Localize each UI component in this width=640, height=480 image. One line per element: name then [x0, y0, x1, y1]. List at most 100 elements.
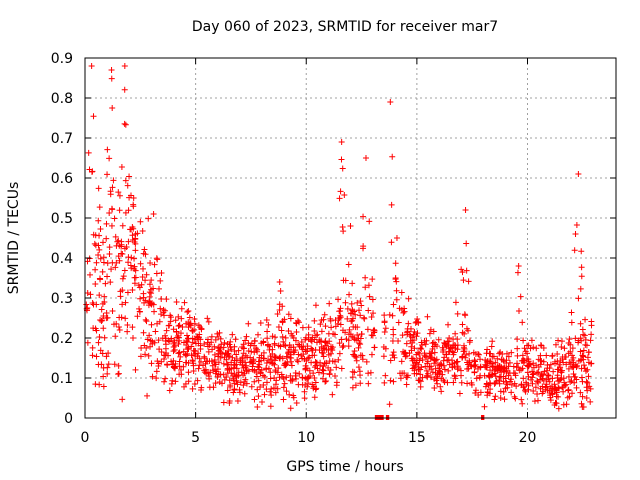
data-point: [475, 391, 482, 398]
data-point: [568, 309, 575, 316]
data-point: [368, 351, 375, 358]
data-point: [119, 301, 126, 308]
data-point: [422, 353, 429, 360]
data-point: [89, 352, 96, 359]
data-point: [156, 346, 163, 353]
data-point: [308, 359, 315, 366]
data-point: [327, 350, 334, 357]
axes: 0 0.1 0.2 0.3 0.4 0.5 0.6 0.7 0.8 0.9 0 5 10 15 20: [51, 51, 616, 446]
data-point: [357, 312, 364, 319]
data-point: [365, 307, 372, 314]
data-point: [100, 313, 107, 320]
data-point: [311, 327, 318, 334]
data-point: [454, 366, 461, 373]
data-point: [151, 308, 158, 315]
data-point: [336, 350, 343, 357]
data-point: [166, 387, 173, 394]
data-point: [226, 398, 233, 405]
data-point: [290, 334, 297, 341]
data-point: [153, 375, 160, 382]
data-point: [155, 337, 162, 344]
data-point: [131, 274, 138, 281]
data-point: [573, 384, 580, 391]
data-point: [397, 375, 404, 382]
data-point: [381, 328, 388, 335]
data-point: [390, 301, 397, 308]
data-point: [352, 382, 359, 389]
data-point: [417, 345, 424, 352]
data-point: [380, 353, 387, 360]
data-point: [161, 352, 168, 359]
data-point: [212, 380, 219, 387]
data-point: [271, 340, 278, 347]
data-point: [489, 363, 496, 370]
data-point: [276, 374, 283, 381]
data-point: [194, 377, 201, 384]
data-point: [369, 332, 376, 339]
data-point: [294, 317, 301, 324]
data-point: [423, 337, 430, 344]
data-point: [409, 334, 416, 341]
data-point: [467, 337, 474, 344]
data-point: [251, 337, 258, 344]
data-point: [212, 336, 219, 343]
data-point: [515, 263, 522, 269]
data-point: [137, 295, 144, 302]
data-point: [523, 379, 530, 386]
data-point: [352, 311, 359, 318]
data-point: [567, 378, 574, 385]
data-point: [124, 289, 131, 296]
data-point: [398, 358, 405, 365]
data-point: [158, 295, 165, 302]
data-point: [282, 342, 289, 349]
data-point: [458, 266, 465, 273]
data-point: [115, 371, 122, 378]
data-point: [580, 347, 587, 354]
data-point: [492, 393, 499, 400]
data-point: [175, 313, 182, 320]
data-point: [89, 344, 96, 351]
data-point: [342, 329, 349, 336]
data-point: [231, 387, 238, 394]
data-point: [124, 322, 131, 329]
data-point: [473, 375, 480, 382]
data-point: [157, 277, 164, 284]
data-point: [234, 398, 241, 405]
data-point: [342, 277, 349, 284]
data-point: [211, 351, 218, 358]
data-point: [270, 385, 277, 392]
data-point: [575, 339, 582, 346]
data-point: [462, 354, 469, 361]
data-point: [339, 344, 346, 351]
data-point: [431, 349, 438, 356]
data-point: [553, 389, 560, 396]
data-point: [226, 353, 233, 360]
data-point: [118, 238, 125, 245]
data-point: [484, 346, 491, 353]
data-point: [261, 391, 268, 398]
data-point: [161, 378, 168, 385]
data-point: [354, 324, 361, 331]
data-point: [366, 218, 373, 225]
data-point: [359, 356, 366, 363]
data-point: [221, 376, 228, 383]
data-point: [362, 155, 369, 161]
data-point: [510, 363, 517, 370]
data-point: [180, 348, 187, 355]
data-point: [275, 323, 282, 330]
data-point: [569, 345, 576, 352]
data-point: [201, 340, 208, 347]
data-point: [158, 358, 165, 365]
data-point: [137, 260, 144, 267]
data-point: [283, 353, 290, 360]
data-point: [578, 264, 585, 271]
data-point: [309, 352, 316, 359]
data-point: [549, 353, 556, 360]
data-point: [578, 337, 585, 344]
data-point: [392, 274, 399, 281]
data-point: [338, 365, 345, 372]
data-point: [357, 341, 364, 348]
data-point: [467, 362, 474, 369]
data-point: [148, 321, 155, 328]
data-point: [90, 301, 97, 308]
